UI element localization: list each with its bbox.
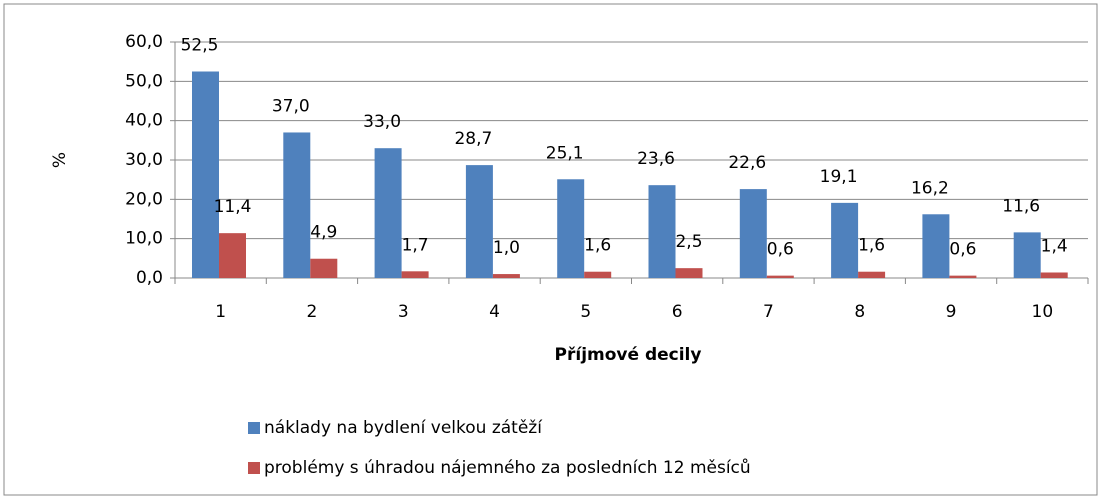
bar xyxy=(465,165,493,278)
x-tick-label: 10 xyxy=(1032,302,1054,322)
bar xyxy=(1013,232,1041,278)
x-tick-label: 3 xyxy=(398,302,409,322)
value-label: 22,6 xyxy=(728,153,766,173)
value-label: 1,7 xyxy=(402,235,429,255)
bar xyxy=(492,274,520,278)
bar xyxy=(374,148,402,278)
legend-label: náklady na bydlení velkou zátěží xyxy=(264,418,543,438)
x-tick-label: 7 xyxy=(763,302,774,322)
bar xyxy=(401,271,429,278)
x-tick-label: 9 xyxy=(946,302,957,322)
value-label: 19,1 xyxy=(820,167,858,187)
y-tick-label: 40,0 xyxy=(125,111,163,131)
value-label: 1,0 xyxy=(493,238,520,258)
bar xyxy=(584,271,612,278)
y-tick-label: 30,0 xyxy=(125,150,163,170)
bar xyxy=(766,275,794,278)
x-tick-label: 4 xyxy=(489,302,500,322)
bar xyxy=(675,268,703,278)
bar xyxy=(557,179,585,278)
bar xyxy=(219,233,246,278)
bar xyxy=(739,189,767,278)
chart-frame xyxy=(3,3,1098,496)
value-label: 11,4 xyxy=(214,197,252,217)
value-label: 2,5 xyxy=(675,232,702,252)
value-label: 33,0 xyxy=(363,112,401,132)
y-axis-title: % xyxy=(50,152,70,168)
y-tick-label: 0,0 xyxy=(136,268,163,288)
legend-swatch xyxy=(248,422,260,434)
x-axis-title: Příjmové decily xyxy=(555,345,702,365)
bar xyxy=(831,202,859,278)
bar xyxy=(949,275,977,278)
bar xyxy=(858,271,886,278)
value-label: 0,6 xyxy=(949,240,976,260)
y-tick-label: 10,0 xyxy=(125,229,163,249)
bar xyxy=(1040,272,1068,278)
x-tick-label: 6 xyxy=(672,302,683,322)
value-label: 1,4 xyxy=(1041,236,1068,256)
value-label: 23,6 xyxy=(637,149,675,169)
value-label: 37,0 xyxy=(272,96,310,116)
value-label: 16,2 xyxy=(911,178,949,198)
value-label: 52,5 xyxy=(181,36,219,56)
x-tick-label: 5 xyxy=(580,302,591,322)
x-tick-label: 1 xyxy=(215,302,226,322)
value-label: 28,7 xyxy=(454,129,492,149)
x-tick-label: 8 xyxy=(854,302,865,322)
legend-swatch xyxy=(248,462,260,474)
legend-label: problémy s úhradou nájemného za poslední… xyxy=(264,458,751,478)
bar xyxy=(648,185,676,278)
y-tick-label: 50,0 xyxy=(125,71,163,91)
value-label: 25,1 xyxy=(546,143,584,163)
x-tick-label: 2 xyxy=(307,302,318,322)
value-label: 1,6 xyxy=(584,236,611,256)
value-label: 11,6 xyxy=(1002,196,1040,216)
bar xyxy=(310,258,338,278)
y-tick-label: 60,0 xyxy=(125,32,163,52)
value-label: 4,9 xyxy=(310,223,337,243)
value-label: 1,6 xyxy=(858,236,885,256)
bar xyxy=(192,71,219,278)
bar xyxy=(283,132,311,278)
bar xyxy=(922,214,950,278)
value-label: 0,6 xyxy=(767,240,794,260)
y-tick-label: 20,0 xyxy=(125,189,163,209)
